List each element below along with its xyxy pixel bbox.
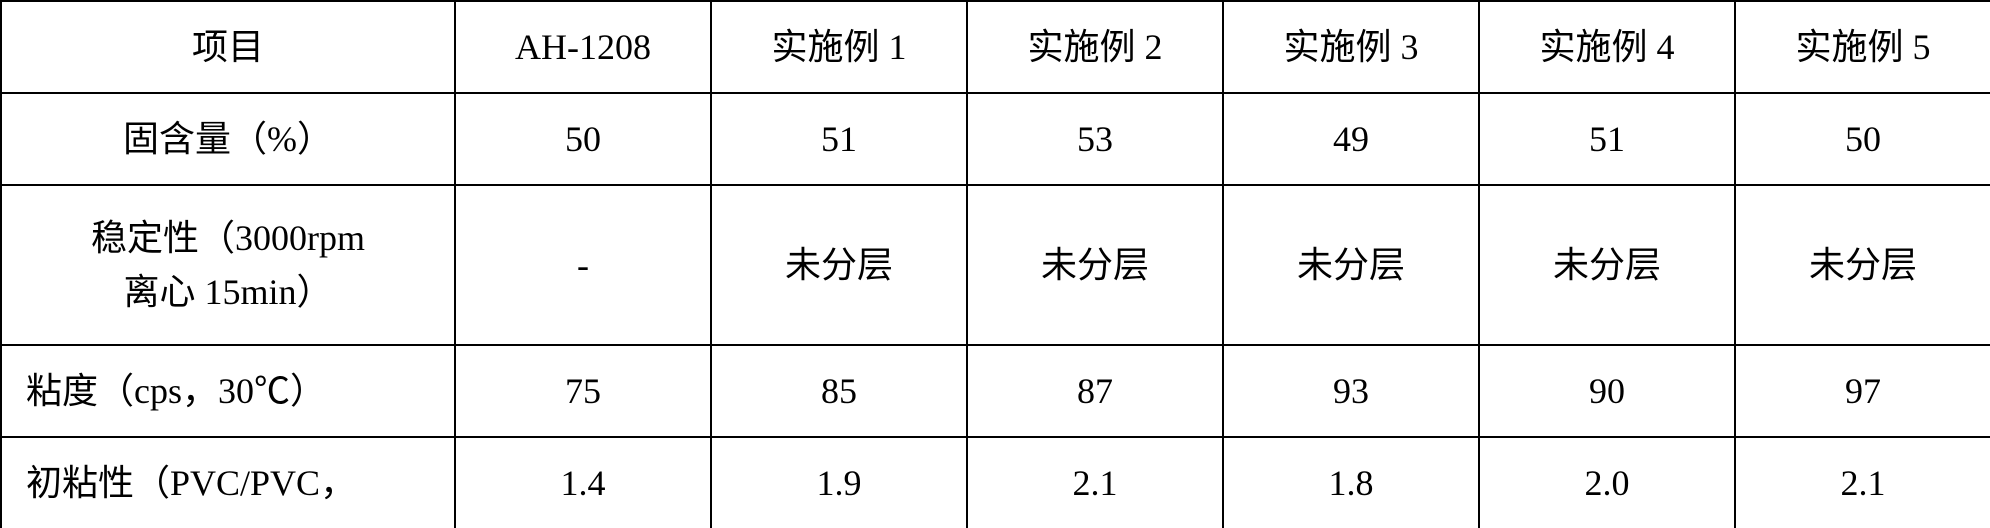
table-cell: 90 <box>1479 345 1735 437</box>
data-table: 项目 AH-1208 实施例 1 实施例 2 实施例 3 实施例 4 实施例 5… <box>0 0 1990 528</box>
table-cell: 未分层 <box>967 185 1223 345</box>
table-cell: 85 <box>711 345 967 437</box>
table-cell: 未分层 <box>1479 185 1735 345</box>
table-body: 项目 AH-1208 实施例 1 实施例 2 实施例 3 实施例 4 实施例 5… <box>1 1 1990 528</box>
table-row: 粘度（cps，30℃） 75 85 87 93 90 97 <box>1 345 1990 437</box>
row-label: 固含量（%） <box>1 93 455 185</box>
header-cell: AH-1208 <box>455 1 711 93</box>
table-cell: 51 <box>711 93 967 185</box>
table-cell: 87 <box>967 345 1223 437</box>
table-cell: 未分层 <box>711 185 967 345</box>
table-cell: 1.8 <box>1223 437 1479 528</box>
table-row: 稳定性（3000rpm离心 15min） - 未分层 未分层 未分层 未分层 未… <box>1 185 1990 345</box>
table-cell: 93 <box>1223 345 1479 437</box>
table-cell: 51 <box>1479 93 1735 185</box>
table-cell: 1.9 <box>711 437 967 528</box>
table-cell: 2.1 <box>967 437 1223 528</box>
table-cell: 53 <box>967 93 1223 185</box>
table-cell: - <box>455 185 711 345</box>
header-cell: 实施例 3 <box>1223 1 1479 93</box>
table-cell: 1.4 <box>455 437 711 528</box>
table-row: 固含量（%） 50 51 53 49 51 50 <box>1 93 1990 185</box>
header-cell: 实施例 5 <box>1735 1 1990 93</box>
header-cell-label: 项目 <box>1 1 455 93</box>
row-label: 粘度（cps，30℃） <box>1 345 455 437</box>
table-cell: 50 <box>455 93 711 185</box>
header-cell: 实施例 2 <box>967 1 1223 93</box>
table-cell: 2.1 <box>1735 437 1990 528</box>
table-cell: 50 <box>1735 93 1990 185</box>
table-cell: 97 <box>1735 345 1990 437</box>
row-label: 初粘性（PVC/PVC， <box>1 437 455 528</box>
header-cell: 实施例 1 <box>711 1 967 93</box>
table-header-row: 项目 AH-1208 实施例 1 实施例 2 实施例 3 实施例 4 实施例 5 <box>1 1 1990 93</box>
table-cell: 未分层 <box>1735 185 1990 345</box>
table-cell: 49 <box>1223 93 1479 185</box>
table-row: 初粘性（PVC/PVC， 1.4 1.9 2.1 1.8 2.0 2.1 <box>1 437 1990 528</box>
table-cell: 未分层 <box>1223 185 1479 345</box>
table-cell: 2.0 <box>1479 437 1735 528</box>
row-label: 稳定性（3000rpm离心 15min） <box>1 185 455 345</box>
header-cell: 实施例 4 <box>1479 1 1735 93</box>
table-cell: 75 <box>455 345 711 437</box>
